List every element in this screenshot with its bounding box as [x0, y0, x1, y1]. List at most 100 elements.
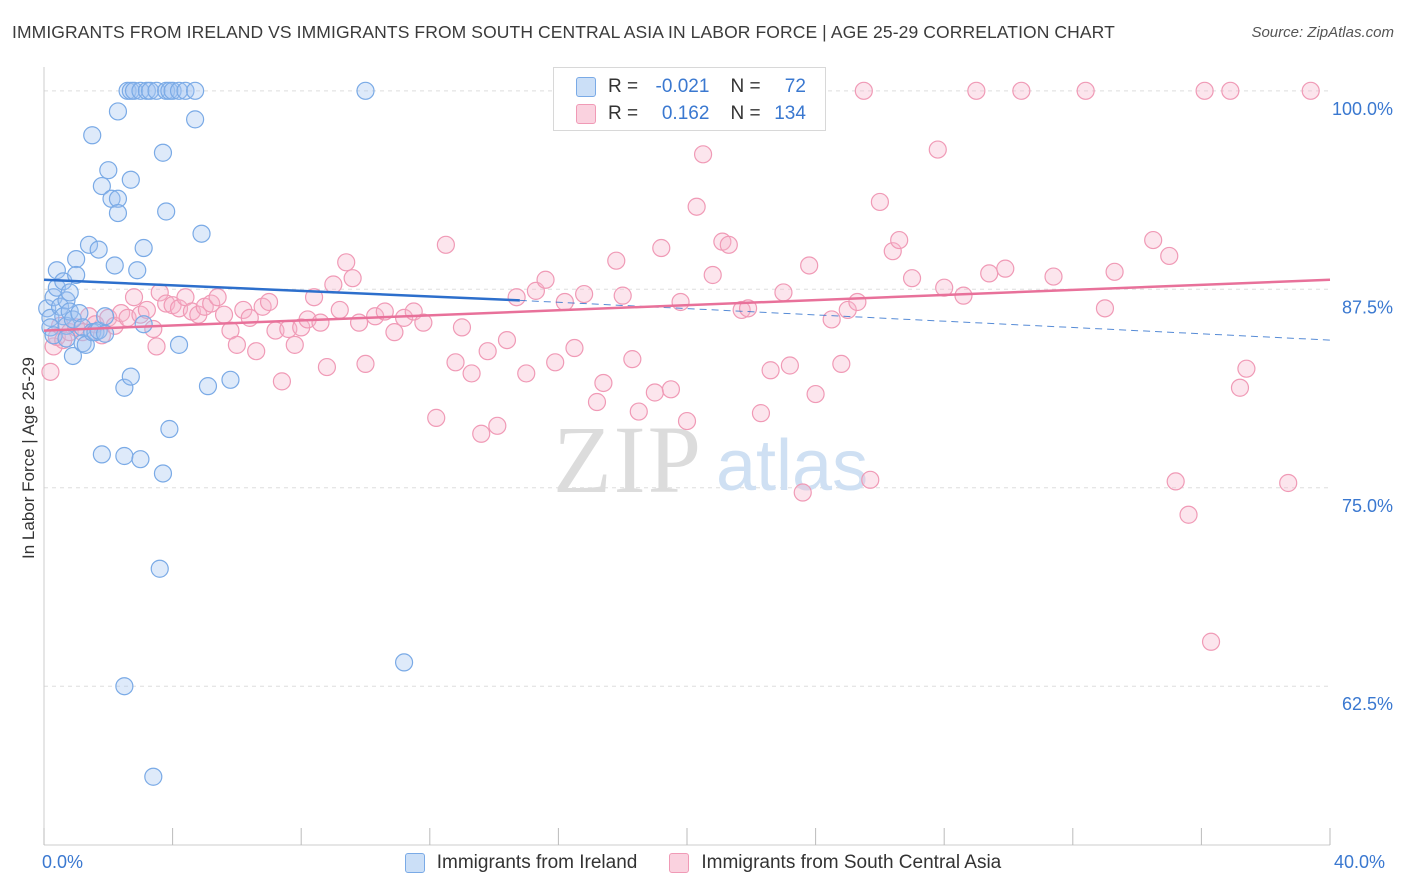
data-point-south-central-asia — [227, 335, 246, 354]
data-point-south-central-asia — [317, 357, 337, 377]
data-point-south-central-asia — [536, 270, 555, 289]
data-point-ireland — [160, 419, 179, 439]
data-point-south-central-asia — [427, 408, 446, 427]
data-point-south-central-asia — [1160, 246, 1179, 266]
data-point-south-central-asia — [774, 283, 793, 302]
legend-n-value: 72 — [784, 76, 806, 97]
data-point-south-central-asia — [854, 81, 873, 100]
legend-n-label: N = — [730, 76, 761, 97]
data-point-south-central-asia — [1095, 299, 1115, 318]
data-point-ireland — [150, 559, 169, 578]
data-point-ireland — [147, 81, 166, 100]
data-point-ireland — [47, 261, 66, 280]
data-point-south-central-asia — [870, 192, 890, 212]
data-point-ireland — [63, 346, 83, 366]
data-point-ireland — [394, 653, 414, 672]
y-tick-label: 75.0% — [1342, 496, 1393, 516]
data-point-ireland — [169, 81, 189, 100]
data-point-south-central-asia — [607, 251, 626, 270]
data-point-south-central-asia — [478, 342, 497, 361]
trend-line-ireland — [43, 278, 520, 302]
data-point-south-central-asia — [285, 335, 304, 354]
data-point-south-central-asia — [687, 197, 706, 216]
y-tick-labels: 62.5% 75.0% 87.5% 100.0% — [1332, 99, 1393, 714]
legend-row-south-central-asia: R = 0.162 N = 134 — [576, 102, 806, 126]
data-point-south-central-asia — [1221, 81, 1240, 100]
y-axis-label: In Labor Force | Age 25-29 — [19, 357, 38, 559]
data-point-south-central-asia — [137, 300, 156, 320]
data-point-ireland — [121, 367, 140, 386]
data-point-south-central-asia — [462, 364, 481, 383]
data-point-south-central-asia — [472, 424, 491, 443]
data-point-ireland — [60, 283, 79, 302]
data-point-south-central-asia — [144, 319, 163, 339]
data-point-south-central-asia — [806, 384, 825, 404]
data-point-ireland — [92, 176, 111, 196]
data-point-ireland — [144, 767, 163, 786]
data-point-south-central-asia — [732, 300, 751, 320]
data-point-south-central-asia — [272, 372, 292, 391]
data-point-south-central-asia — [761, 361, 780, 380]
data-point-south-central-asia — [1105, 262, 1124, 281]
data-point-south-central-asia — [832, 354, 851, 374]
data-point-south-central-asia — [517, 364, 536, 383]
data-point-south-central-asia — [967, 81, 986, 100]
legend-item-ireland[interactable]: Immigrants from Ireland — [404, 852, 637, 874]
data-point-ireland — [134, 315, 153, 334]
axes — [43, 67, 1331, 846]
data-point-south-central-asia — [507, 288, 526, 307]
data-point-south-central-asia — [259, 292, 279, 312]
legend-n-label: N = — [730, 103, 761, 124]
data-point-south-central-asia — [1179, 505, 1198, 524]
data-point-south-central-asia — [565, 338, 584, 358]
data-point-south-central-asia — [996, 259, 1015, 278]
data-point-ireland — [108, 203, 128, 223]
y-tick-label: 62.5% — [1342, 694, 1393, 714]
data-point-ireland — [115, 378, 134, 397]
legend-n-value: 134 — [774, 103, 806, 124]
trend-lines — [43, 278, 1331, 341]
data-point-south-central-asia — [337, 253, 356, 272]
data-point-ireland — [356, 81, 375, 100]
legend-r-label: R = — [608, 103, 639, 124]
data-point-ireland — [108, 102, 128, 121]
data-point-south-central-asia — [311, 313, 330, 332]
data-point-south-central-asia — [414, 313, 433, 332]
data-point-ireland — [131, 81, 150, 100]
south-central-asia-legend-swatch — [669, 853, 690, 873]
data-point-south-central-asia — [356, 354, 375, 374]
legend-r-label: R = — [608, 76, 639, 97]
data-point-south-central-asia — [848, 292, 867, 312]
data-point-south-central-asia — [980, 264, 999, 283]
data-point-south-central-asia — [751, 404, 771, 423]
data-point-south-central-asia — [1195, 81, 1214, 100]
legend-label-south-central-asia: Immigrants from South Central Asia — [701, 852, 1002, 873]
series-legend: Immigrants from Ireland Immigrants from … — [0, 852, 1406, 874]
data-point-south-central-asia — [883, 242, 902, 261]
ireland-legend-swatch — [404, 853, 425, 873]
y-tick-label: 100.0% — [1332, 99, 1393, 119]
data-point-ireland — [134, 238, 153, 258]
data-point-ireland — [121, 170, 140, 189]
legend-item-south-central-asia[interactable]: Immigrants from South Central Asia — [669, 852, 1001, 874]
source-label: Source: ZipAtlas.com — [1251, 24, 1394, 41]
data-point-ireland — [57, 329, 76, 348]
data-point-south-central-asia — [902, 269, 922, 288]
data-point-south-central-asia — [575, 284, 594, 304]
series-ireland — [38, 81, 414, 786]
legend-row-ireland: R = -0.021 N = 72 — [576, 75, 806, 99]
data-point-south-central-asia — [452, 318, 472, 337]
data-point-south-central-asia — [693, 145, 713, 164]
data-point-south-central-asia — [1230, 378, 1250, 397]
data-point-south-central-asia — [613, 286, 632, 305]
grid-lines — [44, 90, 1330, 687]
data-point-south-central-asia — [652, 238, 671, 258]
data-point-south-central-asia — [546, 353, 565, 372]
legend-r-value: -0.021 — [655, 76, 710, 97]
data-point-ireland — [92, 445, 111, 464]
data-point-south-central-asia — [645, 383, 664, 402]
data-point-ireland — [83, 126, 102, 145]
data-point-ireland — [70, 304, 89, 323]
data-point-ireland — [198, 377, 218, 396]
